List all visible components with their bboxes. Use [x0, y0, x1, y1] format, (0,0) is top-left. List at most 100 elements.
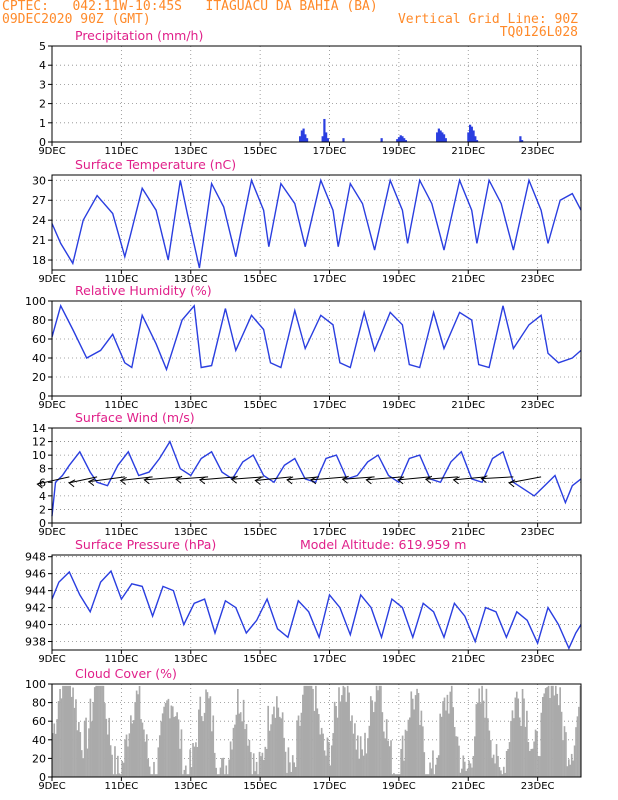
cloud-bar [65, 685, 67, 777]
x-tick-label: 19DEC [382, 654, 416, 665]
cloud-bar [270, 724, 272, 777]
precip-bar [467, 132, 470, 142]
cloud-bar [352, 733, 355, 777]
cloud-bar [319, 734, 322, 777]
cloud-bar [108, 717, 111, 777]
cloud-bar [346, 685, 349, 777]
panel-title: Precipitation (mm/h) [75, 28, 203, 43]
cloud-bar [371, 700, 374, 777]
cloud-bar [261, 752, 264, 777]
cloud-bar [391, 774, 394, 777]
cloud-bar [85, 717, 87, 777]
cloud-bar [362, 755, 365, 777]
precip-bar [342, 138, 345, 142]
y-tick-label: 2 [39, 503, 46, 516]
cloud-bar [98, 685, 100, 777]
y-tick-label: 40 [32, 734, 46, 747]
cloud-bar [245, 724, 248, 777]
cloud-bar [562, 740, 564, 777]
cloud-bar [235, 714, 238, 777]
cloud-bar [260, 756, 262, 777]
cloud-bar [205, 689, 207, 777]
cloud-bar [232, 727, 235, 777]
cloud-bar [66, 685, 69, 777]
x-tick-label: 11DEC [105, 400, 139, 411]
cloud-bar [70, 696, 73, 777]
precip-bar [521, 140, 524, 142]
wind-arrow-head [286, 476, 294, 485]
x-tick-label: 23DEC [521, 274, 555, 285]
wind-arrow-head [143, 476, 151, 485]
precip-bar [399, 135, 402, 142]
cloud-bar [364, 732, 366, 777]
cloud-bar [127, 746, 129, 777]
cloud-bar [375, 685, 378, 777]
wind-arrow-head [397, 476, 405, 485]
cloud-bar [264, 746, 267, 777]
cloud-bar [354, 723, 356, 777]
cloud-bar [384, 738, 387, 777]
cloud-bar [79, 732, 82, 777]
series-line [51, 177, 582, 269]
wind-arrow [199, 476, 236, 481]
cloud-bar [125, 734, 128, 777]
precip-bar [380, 138, 383, 142]
panel-annotation: Model Altitude: 619.959 m [300, 537, 466, 552]
x-tick-label: 23DEC [521, 146, 555, 157]
cloud-bar [109, 745, 112, 777]
cloud-bar [171, 706, 174, 777]
cloud-bar [504, 772, 507, 777]
cloud-bar [216, 774, 219, 777]
x-tick-label: 21DEC [451, 400, 485, 411]
cloud-bar [190, 767, 193, 777]
cloud-bar [252, 753, 255, 777]
x-tick-label: 9DEC [38, 527, 65, 538]
series-line [51, 440, 582, 517]
cloud-bar [167, 698, 170, 777]
cloud-bar [368, 725, 371, 777]
cloud-bar [52, 733, 54, 777]
cloud-bar [182, 774, 184, 777]
cloud-bar [284, 751, 287, 777]
cloud-bar [169, 718, 171, 777]
x-tick-label: 21DEC [451, 654, 485, 665]
cloud-bar [289, 762, 291, 777]
cloud-bar [273, 706, 275, 777]
cloud-bar [112, 774, 115, 777]
cloud-bar [291, 755, 294, 777]
wind-arrow [398, 476, 431, 481]
precip-bar [436, 132, 439, 142]
x-tick-label: 23DEC [521, 400, 555, 411]
cloud-bar [367, 738, 369, 777]
x-tick-label: 13DEC [174, 654, 208, 665]
cloud-bar [505, 750, 508, 777]
cloud-bar [381, 712, 384, 777]
wind-arrow [255, 476, 292, 481]
cloud-bar [453, 726, 456, 777]
wind-arrow-head [198, 476, 207, 485]
precip-bar [441, 132, 444, 142]
cloud-bar [296, 720, 298, 777]
cloud-bar [427, 774, 430, 777]
cloud-bar [276, 696, 278, 777]
cloud-bar [395, 774, 398, 777]
cloud-bar [445, 710, 447, 777]
cloud-bar [500, 770, 502, 777]
cloud-bar [566, 766, 569, 777]
cloud-bar [267, 705, 270, 777]
cloud-bar [573, 745, 576, 777]
y-tick-label: 60 [32, 715, 46, 728]
precip-bar [305, 138, 309, 142]
y-tick-label: 21 [32, 234, 46, 247]
y-tick-label: 2 [39, 98, 46, 111]
cloud-bar [465, 771, 468, 777]
y-tick-label: 3 [39, 78, 46, 91]
cloud-bar [300, 712, 303, 777]
y-tick-label: 100 [25, 295, 46, 308]
y-tick-label: 20 [32, 752, 46, 765]
cloud-bar [278, 716, 281, 777]
cloud-bar [489, 740, 492, 777]
cloud-bar [208, 698, 210, 777]
cloud-bar [186, 774, 189, 777]
wind-arrow-head [424, 475, 433, 484]
